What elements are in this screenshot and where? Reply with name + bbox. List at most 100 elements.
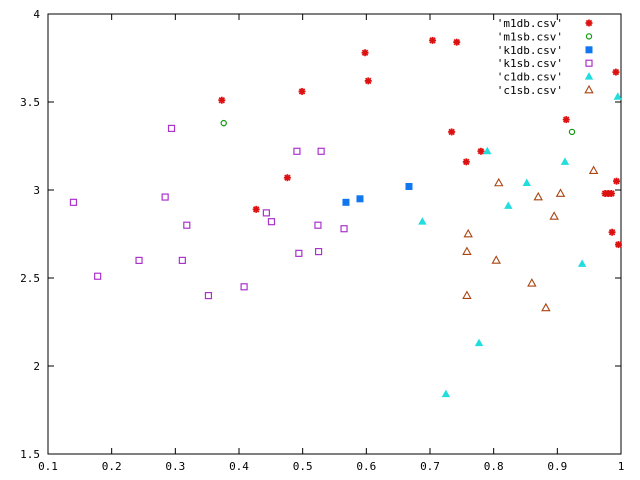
y-tick-label: 2 — [33, 360, 40, 373]
x-tick-label: 1 — [618, 460, 625, 473]
data-point — [504, 201, 513, 209]
triangle-shape — [584, 84, 594, 94]
x-tick-label: 0.1 — [38, 460, 58, 473]
star-stroke — [361, 49, 369, 56]
circle-shape — [585, 33, 593, 40]
triangle-shape — [462, 290, 472, 299]
data-point — [568, 128, 576, 136]
x-tick-label: 0.7 — [420, 460, 440, 473]
star-stroke — [429, 37, 436, 44]
star-stroke — [608, 190, 615, 197]
data-point — [613, 92, 623, 100]
square-shape — [167, 124, 176, 132]
data-point — [220, 119, 227, 127]
triangle-shape — [441, 389, 451, 398]
square-shape — [267, 218, 276, 226]
data-point — [418, 217, 427, 225]
triangle-shape — [494, 177, 504, 187]
triangle-shape — [588, 165, 599, 174]
triangle-shape — [491, 255, 501, 264]
square-shape — [585, 59, 593, 67]
data-point — [462, 246, 472, 255]
square-shape — [161, 193, 169, 201]
data-point — [295, 249, 303, 257]
circle-shape — [220, 119, 227, 127]
legend-label: 'c1sb.csv' — [497, 84, 563, 97]
data-point — [364, 77, 372, 85]
square-shape — [340, 225, 348, 233]
data-point — [361, 49, 369, 57]
data-point — [69, 198, 78, 206]
data-point — [577, 259, 587, 267]
series-1 — [220, 119, 576, 136]
square-shape — [178, 256, 186, 264]
data-point — [356, 195, 364, 203]
square-shape — [262, 209, 270, 217]
star-stroke — [608, 229, 616, 236]
legend-label: 'c1db.csv' — [497, 71, 563, 84]
data-point — [613, 177, 621, 185]
x-tick-label: 0.6 — [356, 460, 376, 473]
square-shape — [295, 249, 303, 257]
triangle-shape — [418, 217, 427, 225]
triangle-shape — [577, 259, 587, 267]
data-point — [453, 38, 461, 46]
y-tick-label: 1.5 — [20, 448, 40, 461]
series-5 — [462, 165, 599, 312]
square-shape — [135, 256, 143, 264]
star-stroke — [298, 88, 306, 95]
x-tick-label: 0.8 — [484, 460, 504, 473]
data-point — [252, 205, 260, 213]
star-stroke — [365, 77, 372, 85]
data-point — [262, 209, 270, 217]
square-shape — [94, 272, 102, 280]
square-shape — [356, 195, 364, 203]
square-shape — [293, 147, 301, 155]
triangle-shape — [522, 178, 531, 186]
star-stroke — [284, 174, 291, 181]
square-shape — [342, 198, 350, 206]
legend-label: 'm1sb.csv' — [497, 30, 563, 43]
legend-marker — [585, 46, 593, 54]
legend-marker — [584, 84, 594, 94]
legend-marker — [585, 33, 593, 40]
series-3 — [69, 124, 348, 300]
star-stroke — [448, 128, 455, 136]
plot-frame — [47, 13, 622, 455]
data-point — [560, 157, 570, 165]
legend: 'm1db.csv''m1sb.csv''k1db.csv''k1sb.csv'… — [497, 17, 594, 97]
star-stroke — [613, 177, 620, 185]
triangle-shape — [474, 338, 484, 347]
data-point — [298, 87, 306, 95]
square-shape — [314, 248, 323, 256]
star-stroke — [612, 68, 620, 76]
x-tick-label: 0.5 — [293, 460, 313, 473]
data-point — [491, 255, 501, 264]
data-point — [541, 302, 551, 312]
legend-label: 'k1sb.csv' — [497, 57, 563, 70]
triangle-shape — [483, 146, 492, 155]
square-shape — [183, 221, 191, 229]
y-tick-label: 3 — [33, 184, 40, 197]
square-shape — [69, 198, 78, 206]
triangle-shape — [560, 157, 570, 165]
data-point — [612, 68, 620, 76]
y-tick-label: 4 — [33, 8, 40, 21]
data-point — [178, 256, 186, 264]
data-point — [463, 228, 473, 238]
x-tick-label: 0.4 — [229, 460, 249, 473]
data-point — [283, 174, 291, 182]
star-stroke — [585, 19, 593, 27]
legend-marker — [585, 19, 593, 27]
data-point — [614, 241, 622, 249]
triangle-shape — [549, 211, 559, 220]
series-2 — [342, 182, 413, 206]
data-point — [405, 182, 413, 190]
data-point — [267, 218, 276, 226]
x-tick-label: 0.3 — [165, 460, 185, 473]
series-0 — [218, 36, 622, 249]
data-point — [494, 177, 504, 187]
triangle-shape — [463, 228, 473, 238]
data-point — [429, 36, 437, 44]
data-point — [161, 193, 169, 201]
